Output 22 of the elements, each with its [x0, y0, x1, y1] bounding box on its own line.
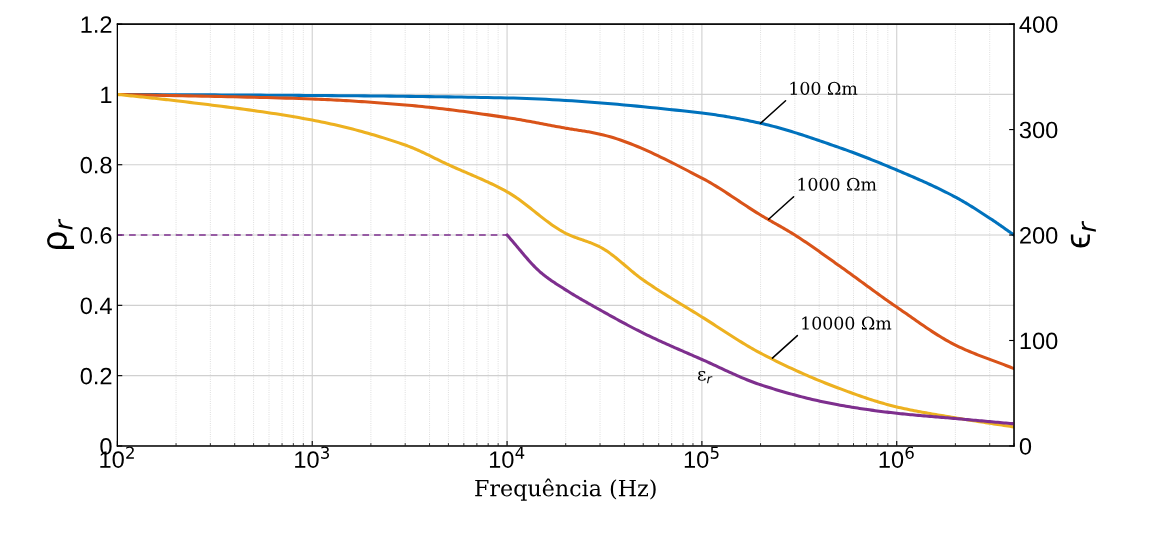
- annotation: 1000 Ωm: [798, 177, 877, 191]
- x-axis-title: Frequência (Hz): [475, 478, 656, 501]
- y-tick-label: 0.2: [80, 367, 112, 385]
- y-tick-label: 0.8: [80, 156, 112, 174]
- y2-axis-title: ϵ$_{r}$: [1070, 220, 1096, 248]
- y-axis-title: ρ$_{r}$: [47, 218, 75, 249]
- y-tick-label: 1.2: [81, 16, 112, 33]
- y2-tick-label: 300: [1019, 121, 1058, 139]
- x-tick-label: 10$^{3}$: [295, 446, 330, 468]
- annotation: ε$_{r}$: [697, 370, 713, 384]
- y2-tick-label: 400: [1019, 16, 1058, 33]
- x-tick-label: 10$^{5}$: [684, 446, 719, 468]
- x-tick-label: 10$^{4}$: [489, 446, 525, 468]
- annotation: 10000 Ωm: [802, 316, 892, 330]
- y-tick-label: 0.6: [80, 227, 112, 244]
- y2-tick-label: 200: [1020, 227, 1058, 244]
- y2-tick-label: 0: [1019, 438, 1032, 455]
- y-tick-label: 0.4: [80, 297, 112, 315]
- x-tick-label: 10$^{6}$: [879, 446, 914, 468]
- y-tick-label: 1: [101, 86, 112, 103]
- y2-tick-label: 100: [1020, 332, 1058, 350]
- annotation: 100 Ωm: [790, 81, 858, 95]
